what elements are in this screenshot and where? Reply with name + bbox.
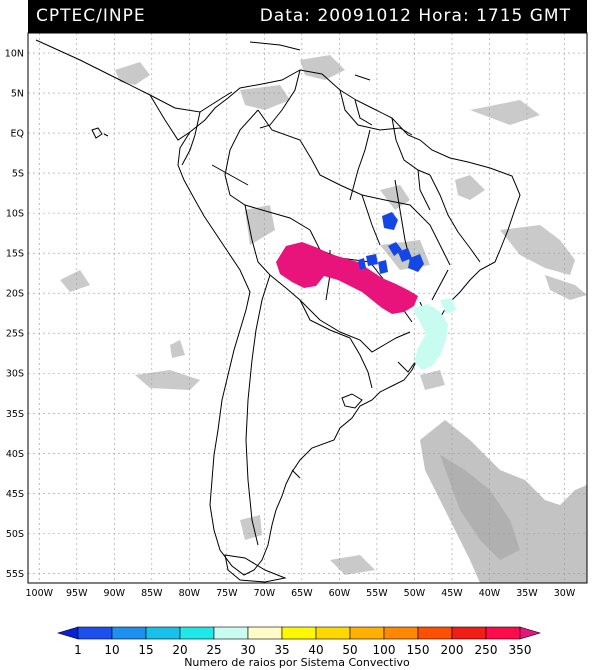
lon-tick-label: 55W	[366, 588, 388, 599]
lat-tick-label: EQ	[11, 129, 24, 140]
lat-tick-label: 35S	[6, 409, 24, 420]
colorbar-tick-label: 350	[509, 643, 532, 657]
lon-tick-label: 90W	[104, 588, 126, 599]
lat-tick-label: 50S	[6, 529, 24, 540]
lat-tick-label: 45S	[6, 489, 24, 500]
lon-tick-label: 35W	[516, 588, 538, 599]
lat-tick-label: 55S	[6, 569, 24, 580]
colorbar-segment	[281, 626, 317, 640]
lat-tick-label: 15S	[6, 249, 24, 260]
convective-system-mid	[412, 298, 456, 370]
colorbar-tick-label: 25	[206, 643, 221, 657]
lon-tick-label: 70W	[254, 588, 276, 599]
colorbar-segment	[485, 626, 521, 640]
colorbar-tick-label: 40	[308, 643, 323, 657]
colorbar-tick-label: 15	[138, 643, 153, 657]
longitude-labels: 100W 95W 90W 85W 80W 75W 70W 65W 60W 55W 50W 45W 40W…	[25, 588, 575, 599]
colorbar-segment	[247, 626, 283, 640]
lat-tick-label: 5N	[11, 89, 24, 100]
colorbar: 1 10 15 20 25 30 35 40 50 100 150 200 250 350	[56, 626, 542, 657]
lat-tick-label: 5S	[12, 169, 24, 180]
colorbar-tick-label: 200	[441, 643, 464, 657]
lon-tick-label: 65W	[291, 588, 313, 599]
lat-tick-label: 20S	[6, 289, 24, 300]
lightning-systems	[276, 212, 456, 370]
lon-tick-label: 75W	[216, 588, 238, 599]
lon-tick-label: 60W	[329, 588, 351, 599]
latitude-labels: 10N 5N EQ 5S 10S 15S 20S 25S 30S 35S 40S 45S 50S 55S	[5, 49, 24, 580]
lon-tick-label: 95W	[66, 588, 88, 599]
colorbar-segment	[315, 626, 351, 640]
colorbar-segment	[417, 626, 453, 640]
lon-tick-label: 85W	[141, 588, 163, 599]
colorbar-segment	[451, 626, 487, 640]
colorbar-tick-label: 250	[475, 643, 498, 657]
colorbar-tick-label: 20	[172, 643, 187, 657]
colorbar-segment	[111, 626, 147, 640]
colorbar-segment	[349, 626, 385, 640]
lon-tick-label: 80W	[179, 588, 201, 599]
colorbar-segment	[145, 626, 181, 640]
map-header: CPTEC/INPE Data: 20091012 Hora: 1715 GMT	[28, 0, 587, 33]
colorbar-tick-label: 100	[373, 643, 396, 657]
colorbar-segment	[179, 626, 215, 640]
colorbar-segment	[383, 626, 419, 640]
convective-system-high	[276, 242, 418, 314]
colorbar-segment	[77, 626, 113, 640]
colorbar-tick-label: 1	[74, 643, 82, 657]
colorbar-tick-label: 10	[104, 643, 119, 657]
colorbar-tick-label: 30	[240, 643, 255, 657]
lon-tick-label: 40W	[479, 588, 501, 599]
lat-tick-label: 25S	[6, 329, 24, 340]
lat-tick-label: 10N	[5, 49, 24, 60]
lon-tick-label: 50W	[404, 588, 426, 599]
lon-tick-label: 100W	[25, 588, 53, 599]
colorbar-tick-label: 50	[342, 643, 357, 657]
datetime-label: Data: 20091012 Hora: 1715 GMT	[259, 6, 571, 26]
convective-system-low	[358, 212, 424, 274]
map-frame	[27, 32, 588, 584]
lat-tick-label: 10S	[6, 209, 24, 220]
cloud-field	[60, 55, 587, 583]
colorbar-title: Numero de raios por Sistema Convectivo	[184, 656, 410, 669]
colorbar-arrow-high	[519, 626, 542, 640]
source-label: CPTEC/INPE	[36, 6, 146, 26]
lat-tick-label: 40S	[6, 449, 24, 460]
colorbar-tick-label: 35	[274, 643, 289, 657]
lon-tick-label: 45W	[441, 588, 463, 599]
colorbar-segment	[213, 626, 249, 640]
lat-tick-label: 30S	[6, 369, 24, 380]
colorbar-arrow-low	[56, 626, 79, 640]
lon-tick-label: 30W	[554, 588, 576, 599]
colorbar-tick-label: 150	[407, 643, 430, 657]
